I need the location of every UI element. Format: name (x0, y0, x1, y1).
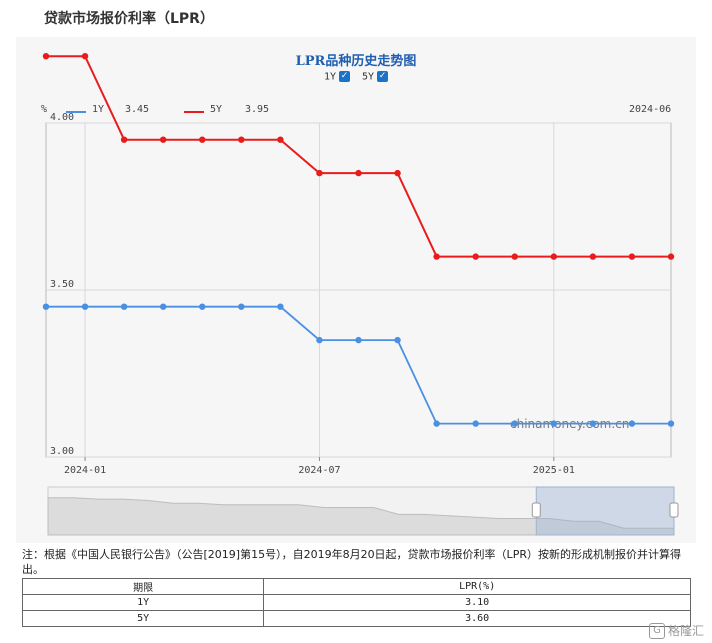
plot-series (42, 53, 675, 427)
lpr-table: 期限 LPR(%) 1Y 3.10 5Y 3.60 (21, 578, 691, 627)
data-point (120, 136, 128, 143)
data-point (550, 253, 558, 260)
brand-watermark: G 格隆汇 (648, 622, 704, 639)
data-point (589, 420, 597, 427)
y-tick-label: 3.50 (50, 279, 74, 290)
footnote: 注：根据《中国人民银行公告》（公告[2019]第15号），自2019年8月20日… (22, 548, 681, 576)
y-tick-label: 3.00 (50, 446, 74, 457)
legend-1y-swatch (66, 111, 86, 113)
data-point (277, 303, 284, 310)
cell-term: 1Y (21, 594, 265, 611)
line-chart: chinamoney.com.cn 4.003.503.00 2024-01 20… (42, 53, 679, 536)
data-point (238, 303, 245, 310)
data-point (472, 253, 479, 260)
data-point (355, 169, 362, 177)
cell-rate: 3.60 (263, 610, 691, 627)
plot-grid (45, 122, 672, 458)
legend-1y-value: 3.45 (125, 104, 150, 115)
zoom-preview (47, 497, 675, 536)
chart-title: LPR品种历史走势图 (295, 54, 417, 69)
x-tick-label: 2025-01 (533, 465, 575, 476)
page-title: 贷款市场报价利率（LPR） (44, 11, 214, 27)
period-label: 2024-06 (629, 104, 672, 115)
data-point (667, 253, 675, 260)
table-row: 1Y 3.10 (21, 594, 691, 611)
data-point (159, 136, 167, 143)
data-point (159, 303, 167, 310)
toggle-1y-label: 1Y (323, 71, 336, 83)
data-point (81, 303, 89, 310)
data-point (394, 336, 401, 344)
series-5y (42, 53, 675, 260)
data-point (42, 303, 50, 310)
data-point (238, 136, 245, 143)
cell-term: 5Y (21, 610, 265, 627)
toggle-5y-label: 5Y (362, 71, 375, 83)
table-header-row: 期限 LPR(%) (21, 578, 691, 595)
x-axis-ticks: 2024-01 2024-07 2025-01 (64, 457, 575, 476)
series-1y (42, 303, 675, 427)
series-toggles: 1Y ✓ 5Y ✓ (0, 71, 712, 83)
data-point (667, 420, 675, 427)
checkbox-5y-icon[interactable]: ✓ (377, 71, 389, 82)
brand-logo-icon: G (648, 623, 665, 639)
toggle-5y[interactable]: 5Y ✓ (362, 71, 389, 83)
data-point (550, 420, 558, 427)
data-point (589, 253, 597, 260)
data-point (199, 136, 206, 143)
data-point (628, 253, 636, 260)
table-row: 5Y 3.60 (21, 610, 691, 627)
y-tick-label: 4.00 (50, 112, 74, 123)
legend-row: % 1Y 3.45 5Y 3.95 2024-06 (0, 104, 712, 120)
zoom-handle-left[interactable] (531, 502, 541, 518)
data-point (433, 420, 440, 427)
checkbox-1y-icon[interactable]: ✓ (338, 71, 350, 82)
data-point (394, 169, 401, 177)
data-point (199, 303, 206, 310)
data-point (472, 420, 479, 427)
zoom-handle-right[interactable] (669, 502, 679, 518)
data-point (433, 253, 440, 260)
zoom-window (535, 486, 675, 536)
data-point (316, 336, 323, 344)
data-point (511, 420, 518, 427)
data-point (120, 303, 128, 310)
legend-5y-value: 3.95 (245, 104, 270, 115)
data-point (277, 136, 284, 143)
data-point (81, 53, 89, 60)
data-point (511, 253, 518, 260)
cell-rate: 3.10 (263, 594, 691, 611)
data-point (42, 53, 50, 60)
legend-5y-swatch (184, 111, 204, 113)
zoom-slider[interactable] (47, 486, 679, 536)
data-point (316, 169, 323, 177)
legend-1y-name[interactable]: 1Y (92, 104, 105, 115)
x-tick-label: 2024-07 (298, 465, 340, 476)
y-axis-ticks: 4.00 3.50 3.00 (50, 112, 74, 457)
brand-text: 格隆汇 (667, 623, 704, 638)
x-tick-label: 2024-01 (64, 465, 106, 476)
data-point (628, 420, 636, 427)
legend-5y-name[interactable]: 5Y (210, 104, 223, 115)
header-rate: LPR(%) (263, 578, 691, 595)
data-point (355, 336, 362, 344)
unit-label: % (41, 104, 48, 115)
toggle-1y[interactable]: 1Y ✓ (324, 71, 350, 83)
header-term: 期限 (21, 578, 265, 595)
